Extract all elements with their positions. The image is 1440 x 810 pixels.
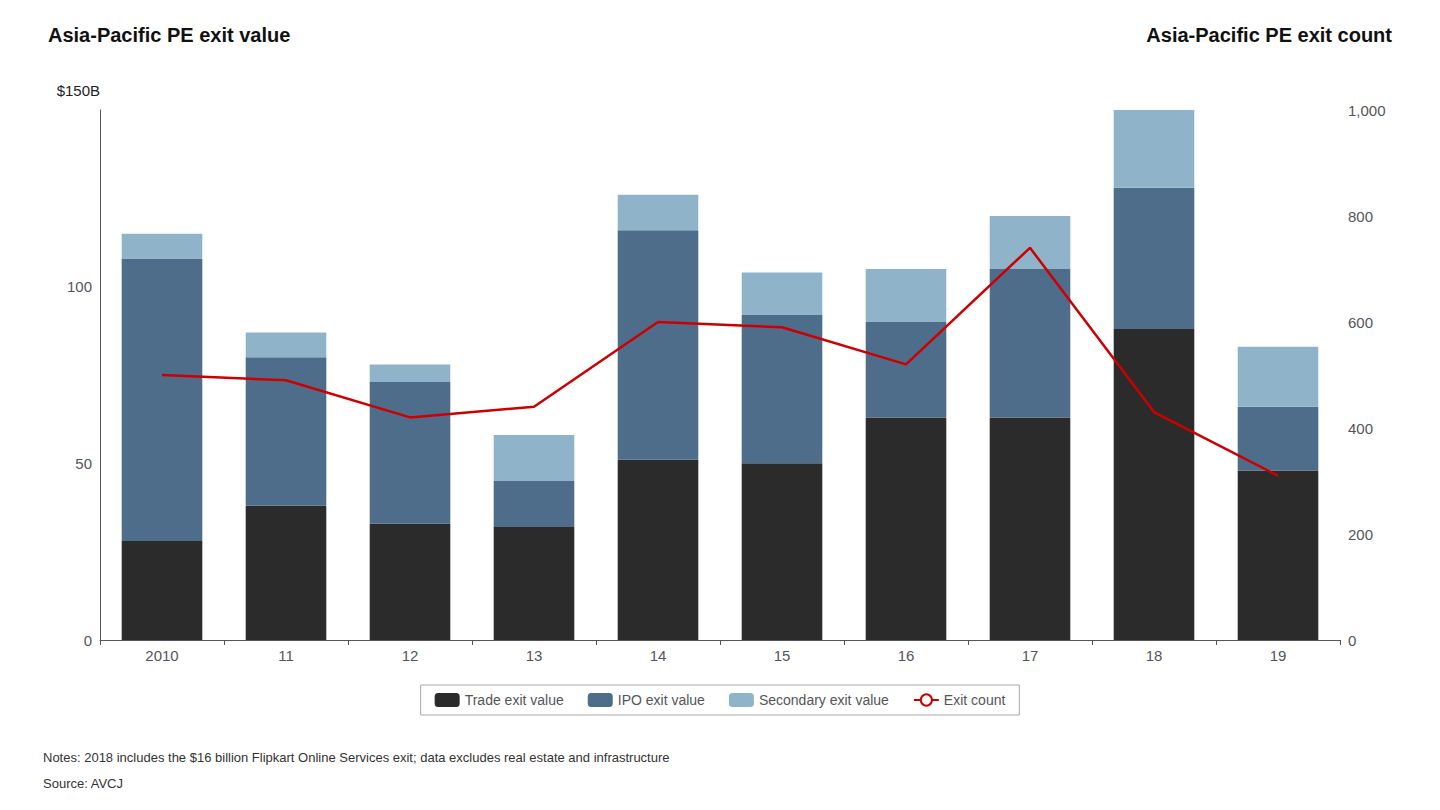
svg-text:19: 19 xyxy=(1270,647,1287,664)
svg-text:0: 0 xyxy=(84,632,92,649)
svg-text:11: 11 xyxy=(278,647,294,664)
svg-text:14: 14 xyxy=(650,647,667,664)
svg-text:Secondary exit value: Secondary exit value xyxy=(759,692,889,708)
svg-text:600: 600 xyxy=(1348,314,1373,331)
svg-text:13: 13 xyxy=(526,647,543,664)
svg-text:Trade exit value: Trade exit value xyxy=(465,692,564,708)
svg-text:100: 100 xyxy=(67,278,92,295)
svg-text:2010: 2010 xyxy=(145,647,178,664)
svg-text:Source: AVCJ: Source: AVCJ xyxy=(43,776,123,791)
svg-text:18: 18 xyxy=(1146,647,1163,664)
svg-text:1,000: 1,000 xyxy=(1348,102,1386,119)
svg-text:200: 200 xyxy=(1348,526,1373,543)
svg-text:12: 12 xyxy=(402,647,419,664)
svg-text:17: 17 xyxy=(1022,647,1039,664)
svg-text:Exit count: Exit count xyxy=(944,692,1006,708)
svg-text:Asia-Pacific PE exit value: Asia-Pacific PE exit value xyxy=(48,24,290,46)
svg-text:800: 800 xyxy=(1348,208,1373,225)
svg-text:0: 0 xyxy=(1348,632,1356,649)
svg-text:$150B: $150B xyxy=(57,82,100,99)
svg-text:IPO exit value: IPO exit value xyxy=(618,692,705,708)
svg-text:Notes: 2018 includes the $16 b: Notes: 2018 includes the $16 billion Fli… xyxy=(43,750,670,765)
svg-text:15: 15 xyxy=(774,647,791,664)
svg-text:50: 50 xyxy=(75,455,92,472)
svg-text:16: 16 xyxy=(898,647,915,664)
svg-text:Asia-Pacific PE exit count: Asia-Pacific PE exit count xyxy=(1146,24,1392,46)
svg-text:400: 400 xyxy=(1348,420,1373,437)
